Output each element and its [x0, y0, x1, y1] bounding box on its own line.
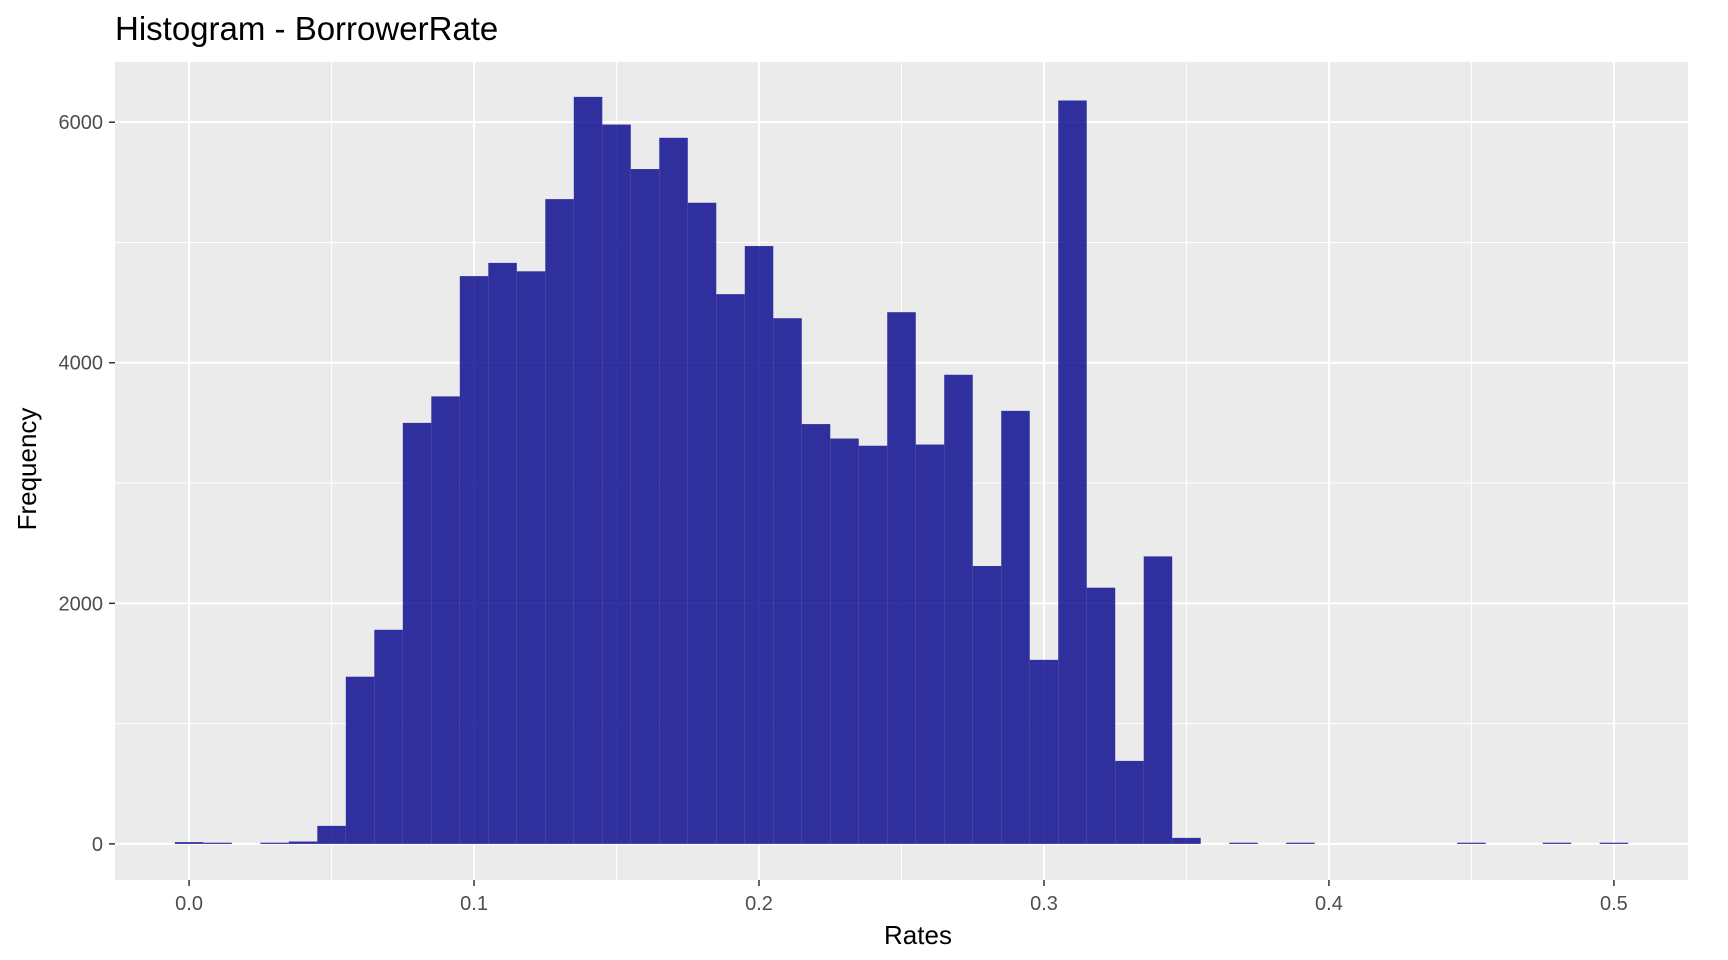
histogram-bar	[830, 438, 859, 844]
histogram-bar	[431, 396, 460, 844]
histogram-bars	[174, 96, 1629, 844]
histogram-bar	[345, 676, 375, 844]
y-tick-label: 2000	[59, 593, 104, 615]
histogram-bar	[602, 124, 631, 844]
histogram-bar	[1172, 837, 1201, 844]
histogram-bar	[1286, 842, 1315, 844]
histogram-bar	[944, 374, 973, 844]
histogram-bar	[573, 96, 603, 844]
histogram-bar	[1029, 659, 1059, 844]
histogram-bar	[288, 841, 318, 844]
x-tick-label: 0.1	[460, 893, 488, 915]
histogram-bar	[402, 422, 432, 844]
histogram-bar	[801, 424, 831, 844]
histogram-bar	[488, 262, 517, 844]
histogram-bar	[687, 202, 717, 844]
histogram-bar	[1143, 556, 1173, 844]
histogram-bar	[858, 445, 888, 844]
histogram-bar	[174, 842, 204, 844]
histogram-bar	[915, 444, 945, 844]
x-tick-label: 0.2	[745, 893, 773, 915]
histogram-bar	[630, 169, 660, 844]
histogram-bar	[516, 271, 546, 844]
histogram-bar	[773, 318, 802, 844]
histogram-bar	[1542, 842, 1572, 844]
histogram-bar	[887, 312, 916, 844]
histogram-bar	[1229, 842, 1258, 844]
axes: 0.0 0.1 0.2 0.3 0.4 0.5 0 2000 4000 6000	[59, 112, 1628, 915]
histogram-bar	[1115, 760, 1144, 844]
y-axis-title: Frequency	[12, 408, 42, 531]
y-tick-label: 0	[92, 834, 103, 856]
chart-title: Histogram - BorrowerRate	[115, 10, 499, 47]
histogram-bar	[374, 629, 403, 844]
histogram-bar	[659, 137, 688, 844]
histogram-bar	[203, 842, 232, 844]
x-tick-label: 0.4	[1315, 893, 1343, 915]
histogram-bar	[1058, 100, 1087, 844]
histogram-bar	[744, 246, 774, 844]
histogram-bar	[1457, 842, 1486, 844]
x-tick-label: 0.3	[1030, 893, 1058, 915]
histogram-bar	[1001, 410, 1030, 844]
histogram-bar	[459, 276, 489, 844]
x-axis-title: Rates	[884, 920, 952, 950]
y-tick-label: 6000	[59, 112, 104, 134]
histogram-bar	[1086, 587, 1116, 844]
histogram-bar	[545, 199, 574, 844]
x-tick-label: 0.0	[175, 893, 203, 915]
histogram-bar	[260, 842, 289, 844]
histogram-bar	[972, 566, 1002, 844]
histogram-bar	[317, 825, 346, 844]
y-tick-label: 4000	[59, 353, 104, 375]
x-tick-label: 0.5	[1600, 893, 1628, 915]
histogram-bar	[1599, 842, 1629, 844]
histogram-bar	[716, 294, 745, 844]
